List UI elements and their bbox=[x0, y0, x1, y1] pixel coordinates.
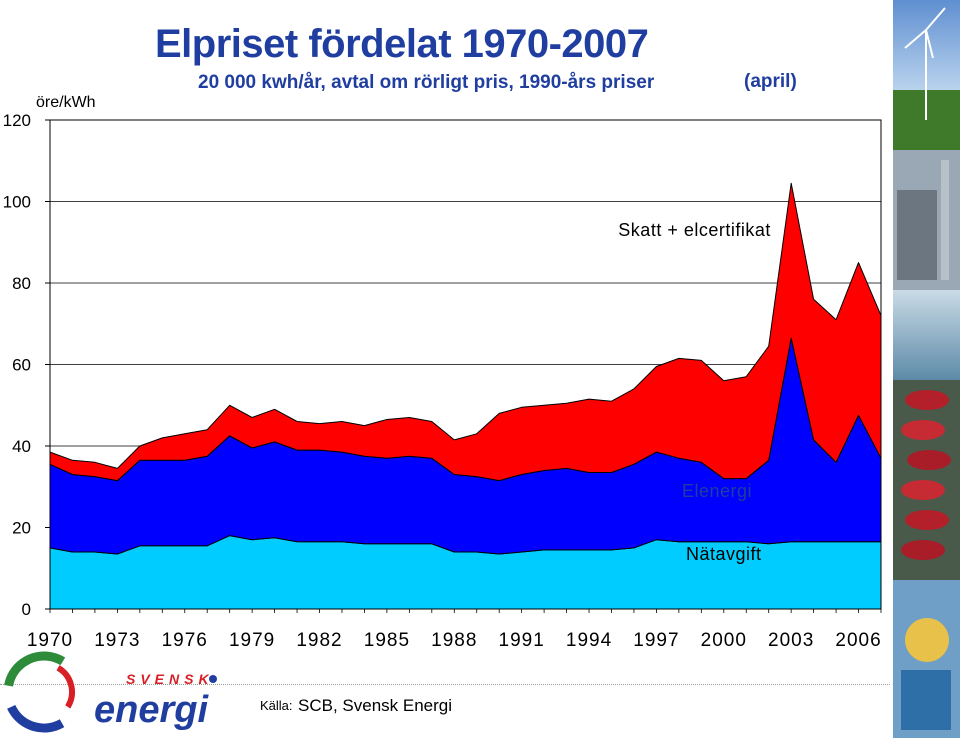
chart-note: (april) bbox=[744, 71, 797, 92]
x-tick-label-1991: 1991 bbox=[499, 630, 545, 651]
y-tick-label-80: 80 bbox=[12, 274, 31, 293]
source-label: Källa: bbox=[260, 698, 293, 713]
axes bbox=[45, 119, 882, 613]
y-tick-label-120: 120 bbox=[3, 111, 31, 130]
tick-labels: 0 20 40 60 80 100 120 1970 1973 1976 1979 1982 1985 1… bbox=[3, 111, 881, 651]
x-tick-label-1994: 1994 bbox=[566, 630, 612, 651]
source-text: SCB, Svensk Energi bbox=[298, 696, 453, 715]
x-tick-label-2006: 2006 bbox=[835, 630, 881, 651]
series-label-2: Elenergi bbox=[682, 481, 752, 501]
y-tick-label-0: 0 bbox=[22, 600, 31, 619]
logo-top-text: SVENSK bbox=[126, 671, 214, 687]
series-labels: Nätavgift Elenergi Skatt + elcertifikat bbox=[618, 220, 771, 564]
x-tick-label-1982: 1982 bbox=[296, 630, 342, 651]
power-plant-icon bbox=[897, 190, 937, 280]
x-tick-label-1970: 1970 bbox=[27, 630, 73, 651]
x-tick-label-1985: 1985 bbox=[364, 630, 410, 651]
x-tick-label-1976: 1976 bbox=[162, 630, 208, 651]
insulator-icon bbox=[901, 390, 951, 560]
y-tick-label-60: 60 bbox=[12, 356, 31, 375]
series-label-3: Skatt + elcertifikat bbox=[618, 220, 771, 240]
footer-divider bbox=[0, 684, 890, 685]
area-series-3 bbox=[49, 182, 882, 482]
x-tick-label-1997: 1997 bbox=[633, 630, 679, 651]
chart-title: Elpriset fördelat 1970-2007 bbox=[155, 22, 649, 66]
logo-main-text: energi bbox=[94, 689, 209, 731]
decorative-photo-strip bbox=[893, 0, 960, 738]
waterfall-icon bbox=[893, 290, 960, 380]
wind-turbine-icon bbox=[904, 7, 946, 120]
chart-subtitle: 20 000 kwh/år, avtal om rörligt pris, 19… bbox=[198, 72, 655, 93]
x-tick-label-2000: 2000 bbox=[701, 630, 747, 651]
x-tick-label-2003: 2003 bbox=[768, 630, 814, 651]
x-tick-label-1988: 1988 bbox=[431, 630, 477, 651]
y-tick-label-100: 100 bbox=[3, 193, 31, 212]
x-tick-label-1973: 1973 bbox=[94, 630, 140, 651]
y-tick-label-20: 20 bbox=[12, 519, 31, 538]
series-label-1: Nätavgift bbox=[686, 544, 762, 564]
x-tick-label-1979: 1979 bbox=[229, 630, 275, 651]
person-photo-icon bbox=[905, 618, 949, 662]
svensk-energi-logo: SVENSK energi bbox=[3, 651, 217, 733]
y-axis-unit: öre/kWh bbox=[36, 94, 96, 111]
y-tick-label-40: 40 bbox=[12, 437, 31, 456]
